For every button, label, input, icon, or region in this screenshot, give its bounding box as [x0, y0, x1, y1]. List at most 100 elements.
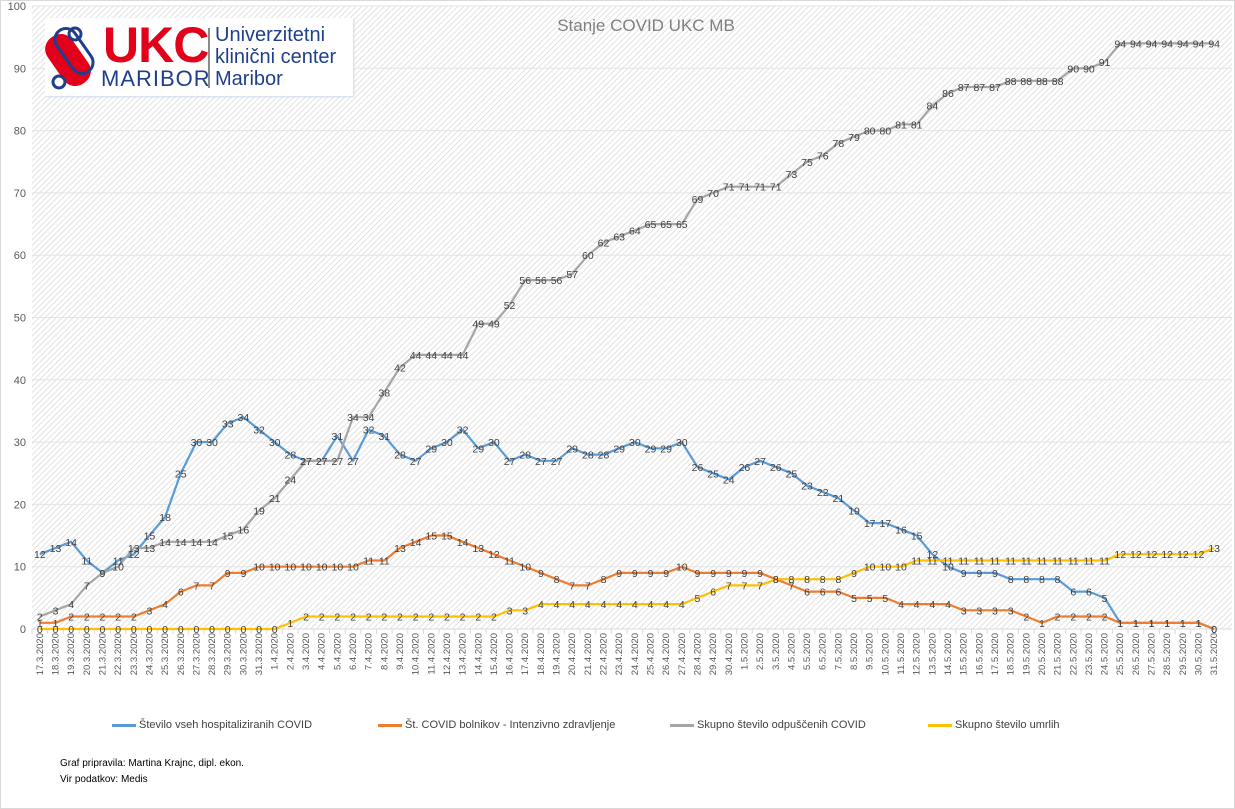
data-label: 27 [754, 456, 766, 468]
data-label: 1 [1164, 618, 1170, 630]
logo-institution: Univerzitetni klinični center Maribor [215, 24, 336, 90]
data-label: 9 [616, 568, 622, 580]
legend-item-intensive-care[interactable]: Št. COVID bolnikov - Intenzivno zdravlje… [378, 719, 615, 731]
data-label: 0 [84, 624, 90, 636]
x-tick-label: 31.3.2020 [254, 633, 265, 675]
data-label: 7 [742, 580, 748, 592]
x-tick-label: 18.3.2020 [50, 633, 61, 675]
data-label: 11 [958, 555, 969, 567]
y-tick-label: 40 [14, 375, 26, 387]
x-tick-label: 23.5.2020 [1084, 633, 1095, 675]
x-tick-label: 10.5.2020 [880, 633, 891, 675]
data-label: 2 [303, 612, 309, 624]
legend-swatch [670, 723, 694, 727]
data-label: 9 [100, 568, 106, 580]
data-label: 3 [507, 605, 513, 617]
data-label: 6 [710, 587, 716, 599]
data-label: 0 [193, 624, 199, 636]
x-tick-label: 22.3.2020 [113, 633, 124, 675]
data-label: 42 [394, 362, 406, 374]
legend-swatch [928, 723, 952, 727]
legend-swatch [112, 723, 136, 727]
logo-city: MARIBOR [101, 66, 211, 91]
data-label: 32 [457, 425, 469, 437]
data-label: 11 [379, 555, 390, 567]
data-label: 11 [1036, 555, 1047, 567]
data-label: 27 [504, 456, 516, 468]
data-label: 0 [1211, 624, 1217, 636]
data-label: 34 [238, 412, 250, 424]
x-tick-label: 21.5.2020 [1053, 633, 1064, 675]
x-tick-label: 19.3.2020 [66, 633, 77, 675]
data-label: 30 [441, 437, 453, 449]
data-label: 71 [754, 182, 766, 194]
data-label: 0 [1211, 624, 1217, 636]
x-tick-label: 18.4.2020 [536, 633, 547, 675]
x-tick-label: 30.4.2020 [724, 633, 735, 675]
x-tick-label: 16.5.2020 [974, 633, 985, 675]
data-label: 6 [1070, 587, 1076, 599]
data-label: 8 [820, 574, 826, 586]
data-label: 81 [911, 119, 923, 131]
data-label: 14 [175, 537, 187, 549]
y-tick-label: 30 [14, 437, 26, 449]
data-label: 1 [1180, 618, 1186, 630]
series-line-1 [39, 534, 1215, 631]
data-label: 25 [175, 468, 187, 480]
data-label: 30 [488, 437, 500, 449]
x-tick-label: 30.3.2020 [238, 633, 249, 675]
data-label: 10 [942, 562, 954, 574]
data-label: 9 [851, 568, 857, 580]
data-label: 6 [1086, 587, 1092, 599]
legend-item-deaths[interactable]: Skupno število umrlih [928, 719, 1060, 731]
data-label: 2 [460, 612, 466, 624]
data-label: 0 [147, 624, 153, 636]
data-label: 4 [898, 599, 904, 611]
data-label: 15 [441, 531, 453, 543]
x-tick-label: 24.4.2020 [630, 633, 641, 675]
legend-item-discharged[interactable]: Skupno število odpuščenih COVID [670, 719, 866, 731]
data-label: 2 [37, 612, 43, 624]
data-label: 9 [695, 568, 701, 580]
data-label: 62 [598, 238, 610, 250]
data-label: 12 [1193, 549, 1205, 561]
data-label: 1 [1133, 618, 1139, 630]
x-tick-label: 12.4.2020 [442, 633, 453, 675]
data-label: 57 [566, 269, 578, 281]
data-label: 4 [538, 599, 544, 611]
x-tick-label: 3.5.2020 [771, 633, 782, 670]
data-label: 1 [53, 618, 59, 630]
data-label: 4 [663, 599, 669, 611]
data-label: 8 [1008, 574, 1014, 586]
data-label: 63 [613, 232, 625, 244]
x-tick-label: 3.4.2020 [301, 633, 312, 670]
data-label: 4 [648, 599, 654, 611]
data-label: 3 [53, 605, 59, 617]
data-label: 70 [707, 188, 719, 200]
data-label: 0 [162, 624, 168, 636]
data-label: 4 [929, 599, 935, 611]
data-label: 56 [551, 275, 563, 287]
data-label: 9 [976, 568, 982, 580]
data-label: 7 [84, 580, 90, 592]
data-label: 11 [1005, 555, 1016, 567]
data-label: 10 [269, 562, 281, 574]
data-label: 0 [68, 624, 74, 636]
data-label: 27 [331, 456, 343, 468]
data-label: 3 [976, 605, 982, 617]
data-label: 0 [37, 624, 43, 636]
data-label: 11 [990, 555, 1001, 567]
data-label: 28 [582, 450, 594, 462]
data-label: 17 [880, 518, 892, 530]
data-label: 27 [410, 456, 422, 468]
data-label: 38 [378, 387, 390, 399]
x-tick-label: 6.5.2020 [818, 633, 829, 670]
data-label: 80 [880, 126, 892, 138]
x-tick-label: 30.5.2020 [1194, 633, 1205, 675]
data-label: 79 [848, 132, 860, 144]
y-tick-label: 90 [14, 63, 26, 75]
legend-item-hospitalized[interactable]: Število vseh hospitaliziranih COVID [112, 719, 312, 731]
series-labels-3: 0 0 0 0 0 0 0 0 0 0 0 0 0 0 0 012 2 2 2 2 2 2 2 2 2 2 2 23 34 4 4 4 4 4 4 4… [37, 543, 1220, 636]
data-label: 9 [710, 568, 716, 580]
